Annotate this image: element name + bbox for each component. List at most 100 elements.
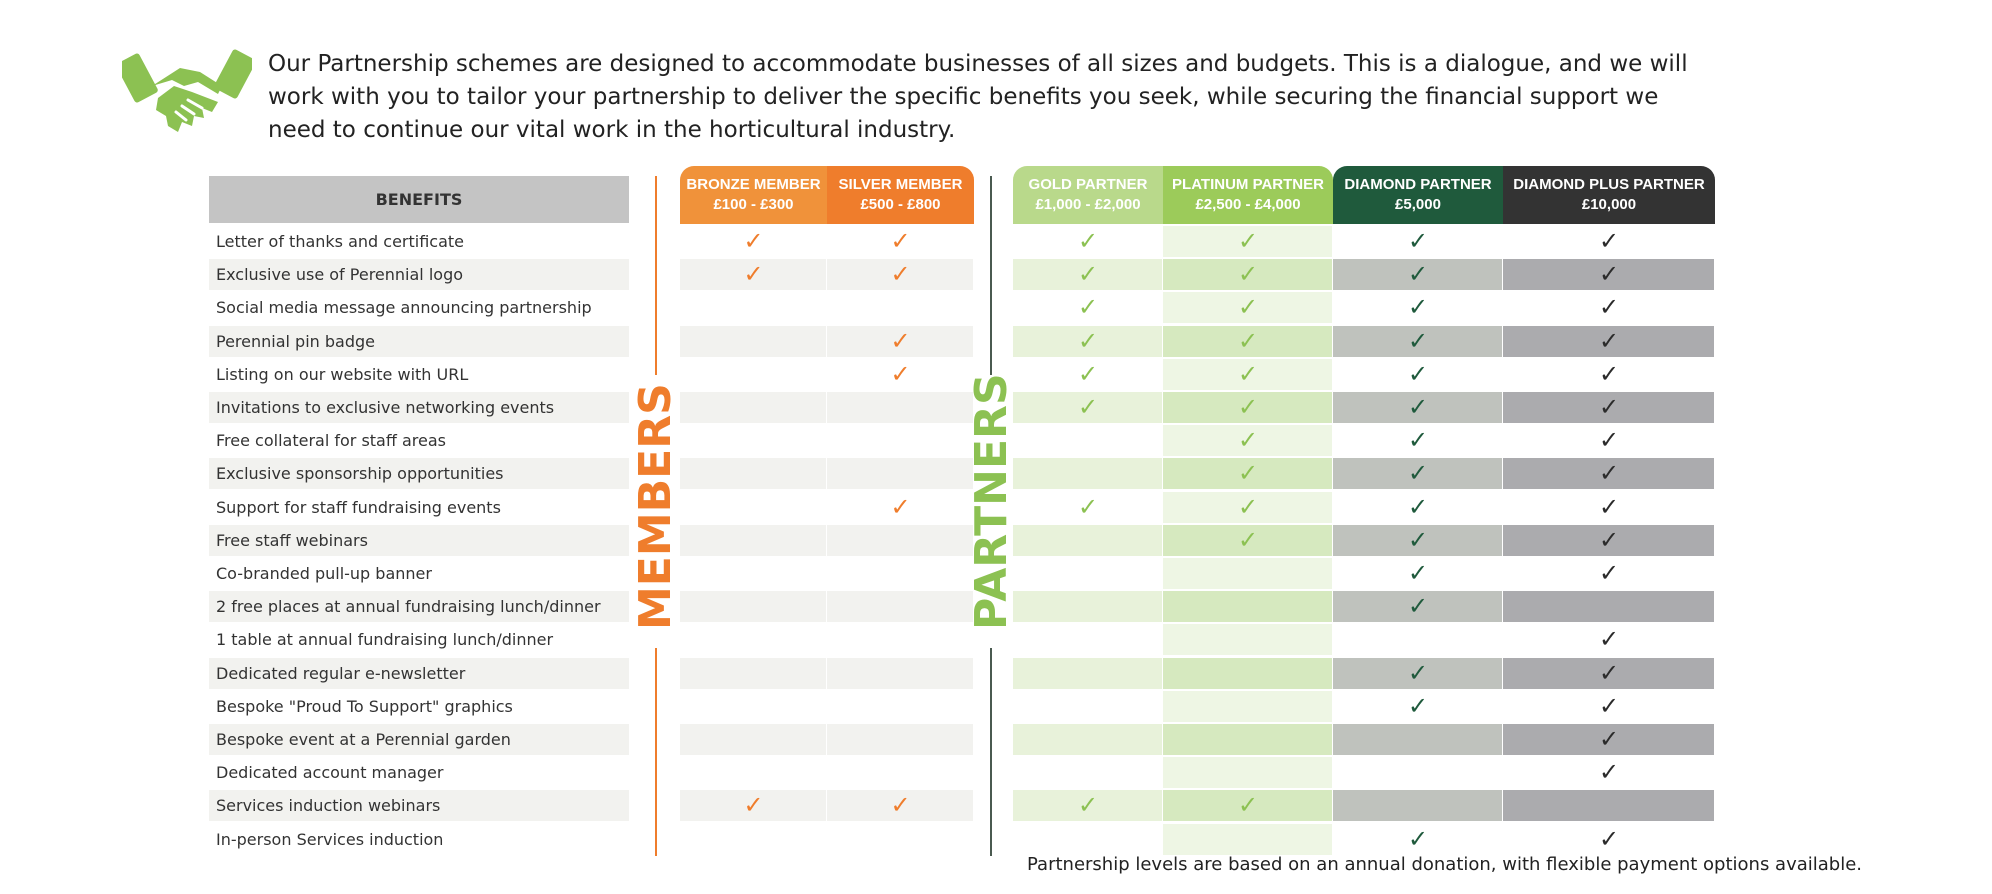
- tier-price: £5,000: [1395, 196, 1441, 213]
- check-icon: ✓: [1407, 260, 1429, 289]
- group-divider: [990, 648, 992, 856]
- table-cell: [1163, 690, 1332, 722]
- table-cell: [1013, 358, 1162, 390]
- table-cell: [1163, 591, 1332, 623]
- table-cell: [827, 392, 973, 423]
- benefit-label: In-person Services induction: [216, 829, 444, 849]
- check-icon: ✓: [1077, 293, 1099, 322]
- tier-header: BRONZE MEMBER £100 - £300: [680, 166, 827, 224]
- table-cell: [1013, 292, 1162, 324]
- table-cell: [680, 790, 826, 822]
- table-cell: [1503, 757, 1714, 789]
- table-row: [209, 458, 629, 490]
- table-cell: [680, 690, 826, 722]
- table-cell: [680, 425, 826, 457]
- benefit-label: 1 table at annual fundraising lunch/dinn…: [216, 630, 554, 650]
- benefit-label: Letter of thanks and certificate: [216, 232, 465, 251]
- table-cell: [1333, 757, 1502, 789]
- check-icon: ✓: [1077, 791, 1099, 820]
- table-cell: [1503, 392, 1714, 423]
- table-cell: [1503, 690, 1714, 722]
- tier-price: £100 - £300: [713, 196, 794, 213]
- table-cell: [1503, 292, 1714, 324]
- table-cell: [1013, 823, 1162, 855]
- table-cell: [827, 325, 973, 357]
- table-cell: [1503, 790, 1714, 822]
- benefit-label: Perennial pin badge: [216, 331, 375, 351]
- benefit-label: Free collateral for staff areas: [216, 431, 446, 451]
- table-cell: [827, 491, 973, 523]
- table-row: [209, 491, 629, 523]
- table-row: [209, 392, 629, 423]
- tier-name: PLATINUM PARTNER: [1172, 176, 1324, 193]
- table-cell: [1333, 657, 1502, 689]
- group-divider: [655, 176, 657, 375]
- group-divider: [990, 176, 992, 375]
- table-cell: [827, 591, 973, 623]
- check-icon: ✓: [1598, 691, 1620, 720]
- benefit-label: Bespoke "Proud To Support" graphics: [216, 696, 513, 716]
- table-row: [209, 757, 629, 789]
- check-icon: ✓: [1407, 393, 1429, 421]
- table-row: [209, 558, 629, 589]
- table-cell: [1163, 226, 1332, 257]
- table-cell: [1013, 491, 1162, 523]
- check-icon: ✓: [890, 359, 911, 388]
- table-cell: [1333, 226, 1502, 257]
- check-icon: ✓: [1407, 227, 1429, 255]
- table-cell: [1333, 690, 1502, 722]
- table-cell: [1503, 823, 1714, 855]
- table-cell: [1333, 823, 1502, 855]
- table-cell: [680, 458, 826, 490]
- check-icon: ✓: [1598, 658, 1620, 687]
- check-icon: ✓: [1407, 824, 1429, 853]
- table-cell: [1163, 259, 1332, 291]
- table-cell: [1013, 226, 1162, 257]
- table-cell: [827, 358, 973, 390]
- table-cell: [1013, 325, 1162, 357]
- table-cell: [680, 823, 826, 855]
- table-cell: [1333, 292, 1502, 324]
- table-cell: [1013, 458, 1162, 490]
- table-row: [209, 425, 629, 457]
- table-cell: [827, 823, 973, 855]
- tier-header: PLATINUM PARTNER £2,500 - £4,000: [1163, 166, 1333, 224]
- table-cell: [1163, 392, 1332, 423]
- check-icon: ✓: [1237, 525, 1259, 554]
- check-icon: ✓: [1407, 359, 1429, 388]
- table-cell: [827, 458, 973, 490]
- table-cell: [1503, 358, 1714, 390]
- table-cell: [680, 491, 826, 523]
- tier-price: £2,500 - £4,000: [1195, 196, 1301, 213]
- table-row: [209, 325, 629, 357]
- table-cell: [680, 757, 826, 789]
- check-icon: ✓: [743, 227, 764, 255]
- table-cell: [827, 724, 973, 755]
- check-icon: ✓: [1407, 525, 1429, 554]
- table-cell: [1503, 425, 1714, 457]
- tier-price: £500 - £800: [860, 196, 941, 213]
- table-cell: [827, 425, 973, 457]
- benefit-label: Listing on our website with URL: [216, 364, 469, 384]
- table-cell: [827, 757, 973, 789]
- table-cell: [680, 325, 826, 357]
- check-icon: ✓: [1598, 326, 1620, 355]
- benefit-label: Exclusive use of Perennial logo: [216, 265, 464, 285]
- table-row: [209, 524, 629, 556]
- benefit-label: Services induction webinars: [216, 796, 441, 816]
- table-cell: [1163, 491, 1332, 523]
- table-cell: [680, 358, 826, 390]
- check-icon: ✓: [1237, 260, 1259, 289]
- check-icon: ✓: [1237, 359, 1259, 388]
- table-cell: [1333, 591, 1502, 623]
- check-icon: ✓: [1237, 459, 1259, 488]
- check-icon: ✓: [1077, 393, 1099, 421]
- check-icon: ✓: [743, 260, 764, 289]
- tier-price: £10,000: [1581, 196, 1637, 213]
- table-row: [209, 358, 629, 390]
- table-cell: [1503, 491, 1714, 523]
- check-icon: ✓: [1598, 293, 1620, 322]
- check-icon: ✓: [743, 791, 764, 820]
- table-cell: [1013, 392, 1162, 423]
- table-cell: [680, 226, 826, 257]
